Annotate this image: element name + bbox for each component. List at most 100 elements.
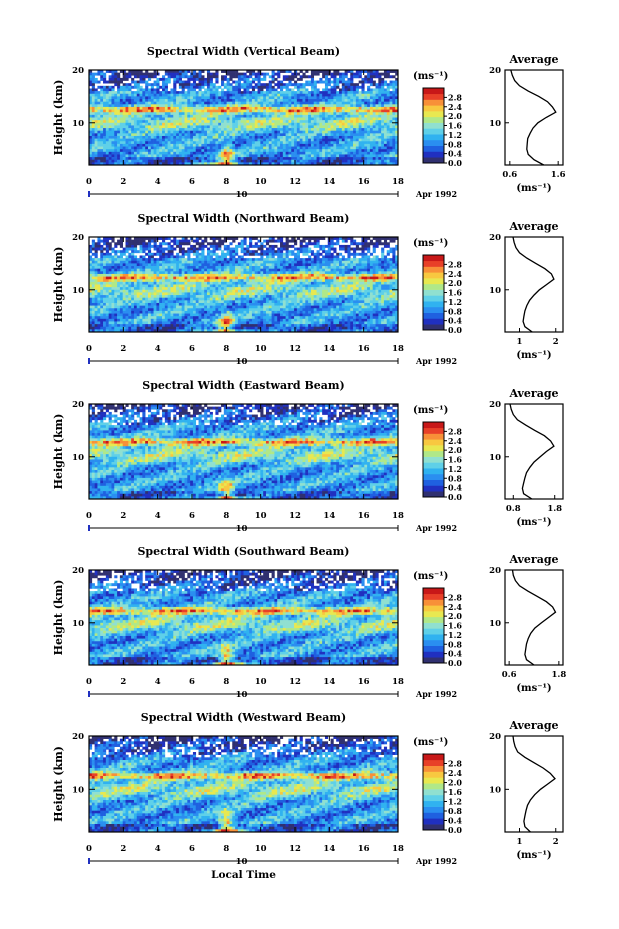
- heatmap-cell: [227, 133, 230, 136]
- heatmap-cell: [333, 104, 336, 107]
- heatmap-cell: [193, 102, 196, 105]
- heatmap-cell: [342, 152, 345, 155]
- heatmap-cell: [117, 144, 120, 147]
- heatmap-cell: [168, 99, 171, 102]
- heatmap-cell: [154, 147, 157, 150]
- heatmap-cell: [128, 107, 131, 110]
- heatmap-cell: [179, 292, 182, 295]
- heatmap-cell: [148, 75, 151, 78]
- y-tick-label: 20: [72, 66, 84, 76]
- heatmap-cell: [114, 321, 117, 324]
- heatmap-cell: [300, 110, 303, 113]
- heatmap-cell: [272, 128, 275, 131]
- heatmap-cell: [345, 118, 348, 121]
- heatmap-cell: [103, 94, 106, 97]
- heatmap-cell: [280, 131, 283, 134]
- heatmap-cell: [353, 144, 356, 147]
- heatmap-cell: [179, 285, 182, 288]
- heatmap-cell: [162, 154, 165, 157]
- heatmap-cell: [176, 102, 179, 105]
- heatmap-cell: [111, 141, 114, 144]
- heatmap-cell: [376, 147, 379, 150]
- heatmap-cell: [288, 94, 291, 97]
- heatmap-cell: [347, 152, 350, 155]
- heatmap-cell: [131, 110, 134, 113]
- heatmap-cell: [111, 295, 114, 298]
- heatmap-cell: [229, 157, 232, 160]
- heatmap-cell: [176, 253, 179, 256]
- heatmap-cell: [114, 75, 117, 78]
- heatmap-cell: [244, 128, 247, 131]
- heatmap-cell: [364, 94, 367, 97]
- heatmap-cell: [111, 73, 114, 76]
- heatmap-cell: [390, 141, 393, 144]
- heatmap-cell: [244, 131, 247, 134]
- heatmap-cell: [120, 263, 123, 266]
- heatmap-cell: [142, 321, 145, 324]
- heatmap-cell: [176, 104, 179, 107]
- heatmap-cell: [213, 120, 216, 123]
- heatmap-cell: [142, 78, 145, 81]
- heatmap-cell: [224, 154, 227, 157]
- heatmap-cell: [114, 112, 117, 115]
- heatmap-cell: [274, 128, 277, 131]
- heatmap-cell: [179, 306, 182, 309]
- heatmap-cell: [111, 125, 114, 128]
- heatmap-cell: [325, 81, 328, 84]
- heatmap-cell: [134, 277, 137, 280]
- heatmap-cell: [314, 152, 317, 155]
- heatmap-cell: [350, 152, 353, 155]
- heatmap-cell: [235, 104, 238, 107]
- heatmap-cell: [151, 277, 154, 280]
- heatmap-cell: [370, 118, 373, 121]
- heatmap-cell: [387, 152, 390, 155]
- heatmap-cell: [145, 125, 148, 128]
- heatmap-cell: [336, 81, 339, 84]
- heatmap-cell: [123, 306, 126, 309]
- heatmap-cell: [339, 120, 342, 123]
- heatmap-cell: [218, 102, 221, 105]
- heatmap-cell: [103, 279, 106, 282]
- heatmap-cell: [140, 308, 143, 311]
- heatmap-cell: [168, 248, 171, 251]
- heatmap-cell: [92, 279, 95, 282]
- heatmap-cell: [272, 99, 275, 102]
- heatmap-cell: [361, 107, 364, 110]
- heatmap-cell: [255, 131, 258, 134]
- heatmap-cell: [182, 321, 185, 324]
- heatmap-cell: [128, 306, 131, 309]
- heatmap-cell: [258, 78, 261, 81]
- heatmap-cell: [185, 300, 188, 303]
- heatmap-cell: [168, 316, 171, 319]
- heatmap-cell: [215, 86, 218, 89]
- heatmap-cell: [297, 83, 300, 86]
- heatmap-cell: [249, 102, 252, 105]
- heatmap-cell: [137, 282, 140, 285]
- heatmap-cell: [300, 96, 303, 99]
- heatmap-cell: [187, 107, 190, 110]
- heatmap-cell: [95, 298, 98, 301]
- heatmap-cell: [308, 110, 311, 113]
- heatmap-cell: [277, 147, 280, 150]
- heatmap-cell: [126, 314, 129, 317]
- heatmap-cell: [277, 157, 280, 160]
- heatmap-cell: [392, 133, 395, 136]
- heatmap-cell: [204, 152, 207, 155]
- heatmap-cell: [100, 240, 103, 243]
- heatmap-cell: [269, 141, 272, 144]
- heatmap-cell: [302, 125, 305, 128]
- heatmap-cell: [142, 300, 145, 303]
- heatmap-cell: [370, 96, 373, 99]
- heatmap-cell: [361, 110, 364, 113]
- heatmap-cell: [126, 287, 129, 290]
- heatmap-cell: [165, 282, 168, 285]
- heatmap-cell: [128, 102, 131, 105]
- heatmap-cell: [117, 128, 120, 131]
- heatmap-cell: [373, 73, 376, 76]
- heatmap-cell: [215, 123, 218, 126]
- heatmap-cell: [103, 263, 106, 266]
- heatmap-cell: [173, 88, 176, 91]
- heatmap-cell: [185, 285, 188, 288]
- heatmap-cell: [159, 133, 162, 136]
- heatmap-cell: [269, 88, 272, 91]
